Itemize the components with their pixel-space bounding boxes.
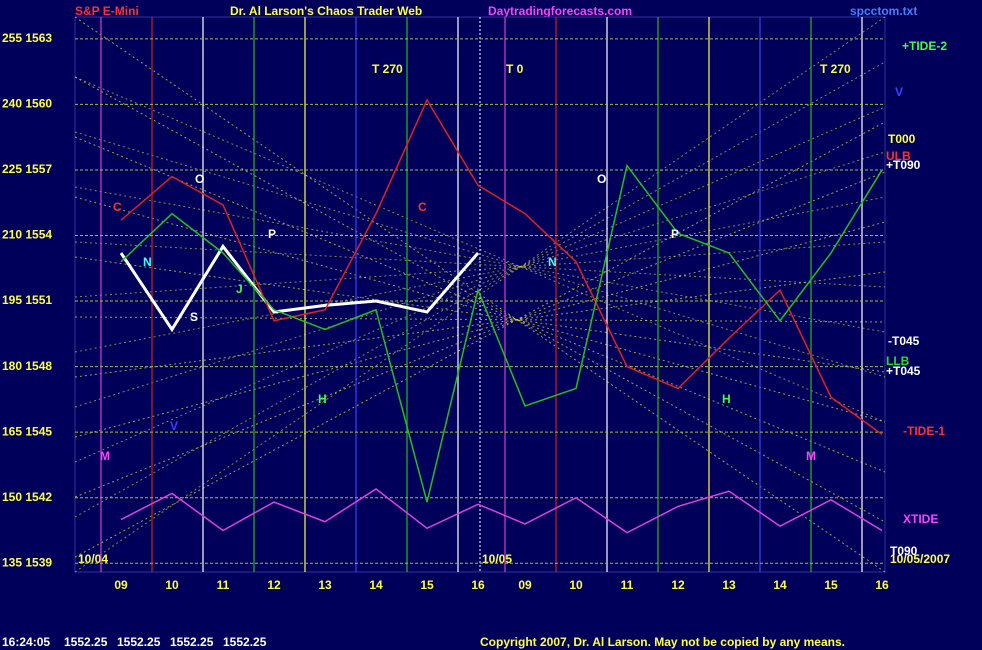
annotation: P [268, 227, 276, 241]
market: S&P E-Mini [75, 4, 139, 18]
annotation: +TIDE-2 [902, 39, 947, 53]
annotation: O [597, 172, 606, 186]
annotation: P [671, 227, 679, 241]
x-tick-label: 09 [114, 578, 128, 592]
series-line [119, 243, 480, 333]
diagonal [74, 271, 886, 378]
annotation: O [195, 172, 204, 186]
diagonal [74, 131, 886, 378]
day-label: 10/05/2007 [890, 552, 950, 566]
y-tick-label: 255 1563 [2, 31, 52, 45]
quote: 1552.25 [170, 635, 214, 649]
diagonal [74, 256, 886, 373]
quote: 1552.25 [117, 635, 161, 649]
annotation: C [113, 200, 122, 214]
quote: 1552.25 [223, 635, 267, 649]
series-line [120, 488, 883, 534]
diagonal [74, 241, 886, 288]
series-line [120, 163, 883, 503]
annotation: +T045 [886, 364, 921, 378]
y-tick-label: 240 1560 [2, 97, 52, 111]
annotation: -T045 [888, 334, 920, 348]
annotation: +T090 [886, 158, 921, 172]
day-label: 10/04 [78, 552, 108, 566]
x-tick-label: 16 [875, 578, 889, 592]
footer-time: 16:24:05 [2, 635, 50, 649]
chart-title: Dr. Al Larson's Chaos Trader Web [230, 4, 422, 18]
annotation: S [190, 310, 198, 324]
annotation: V [170, 419, 178, 433]
x-tick-label: 11 [217, 578, 230, 592]
diagonal [74, 106, 886, 463]
legend-label: LLB [886, 354, 910, 368]
y-tick-label: 180 1548 [2, 359, 52, 373]
annotation: T 0 [506, 62, 524, 76]
legend-label: ULB [886, 149, 911, 163]
x-tick-label: 15 [420, 578, 434, 592]
y-tick-label: 195 1551 [2, 293, 52, 307]
x-tick-label: 12 [671, 578, 685, 592]
quote: 1552.25 [64, 635, 108, 649]
annotation: N [143, 255, 152, 269]
diagonal [74, 76, 886, 523]
x-tick-label: 12 [267, 578, 281, 592]
annotation: T 270 [372, 62, 403, 76]
y-tick-label: 165 1545 [2, 424, 52, 438]
annotation: N [548, 255, 557, 269]
annotation: M [806, 449, 816, 463]
diagonal [74, 136, 886, 473]
annotation: H [318, 392, 327, 406]
file: spcctom.txt [850, 4, 917, 18]
annotation: -TIDE-1 [903, 424, 945, 438]
diagonal [74, 121, 886, 558]
annotation: T 270 [820, 62, 851, 76]
annotation: T090 [890, 544, 918, 558]
y-tick-label: 225 1557 [2, 162, 52, 176]
x-tick-label: 10 [165, 578, 179, 592]
diagonal [74, 186, 886, 333]
x-tick-label: 13 [318, 578, 332, 592]
day-label: 10/05 [482, 552, 512, 566]
series-line [120, 98, 883, 435]
annotation: C [418, 200, 427, 214]
diagonal [74, 151, 886, 408]
legend-label: XTIDE [903, 512, 938, 526]
annotation: V [895, 85, 903, 99]
site: Daytradingforecasts.com [488, 4, 632, 18]
annotation: J [236, 282, 243, 296]
diagonal [74, 316, 886, 323]
y-tick-label: 135 1539 [2, 555, 52, 569]
x-tick-label: 13 [722, 578, 736, 592]
annotation: H [722, 392, 731, 406]
x-tick-label: 11 [621, 578, 634, 592]
x-tick-label: 09 [518, 578, 532, 592]
copyright: Copyright 2007, Dr. Al Larson. May not b… [480, 635, 845, 649]
x-tick-label: 14 [773, 578, 787, 592]
annotation: M [100, 449, 110, 463]
x-tick-label: 14 [369, 578, 383, 592]
x-tick-label: 10 [569, 578, 583, 592]
x-tick-label: 15 [824, 578, 838, 592]
x-tick-label: 16 [471, 578, 485, 592]
y-tick-label: 210 1554 [2, 228, 52, 242]
y-tick-label: 150 1542 [2, 490, 52, 504]
annotation: T000 [888, 132, 916, 146]
